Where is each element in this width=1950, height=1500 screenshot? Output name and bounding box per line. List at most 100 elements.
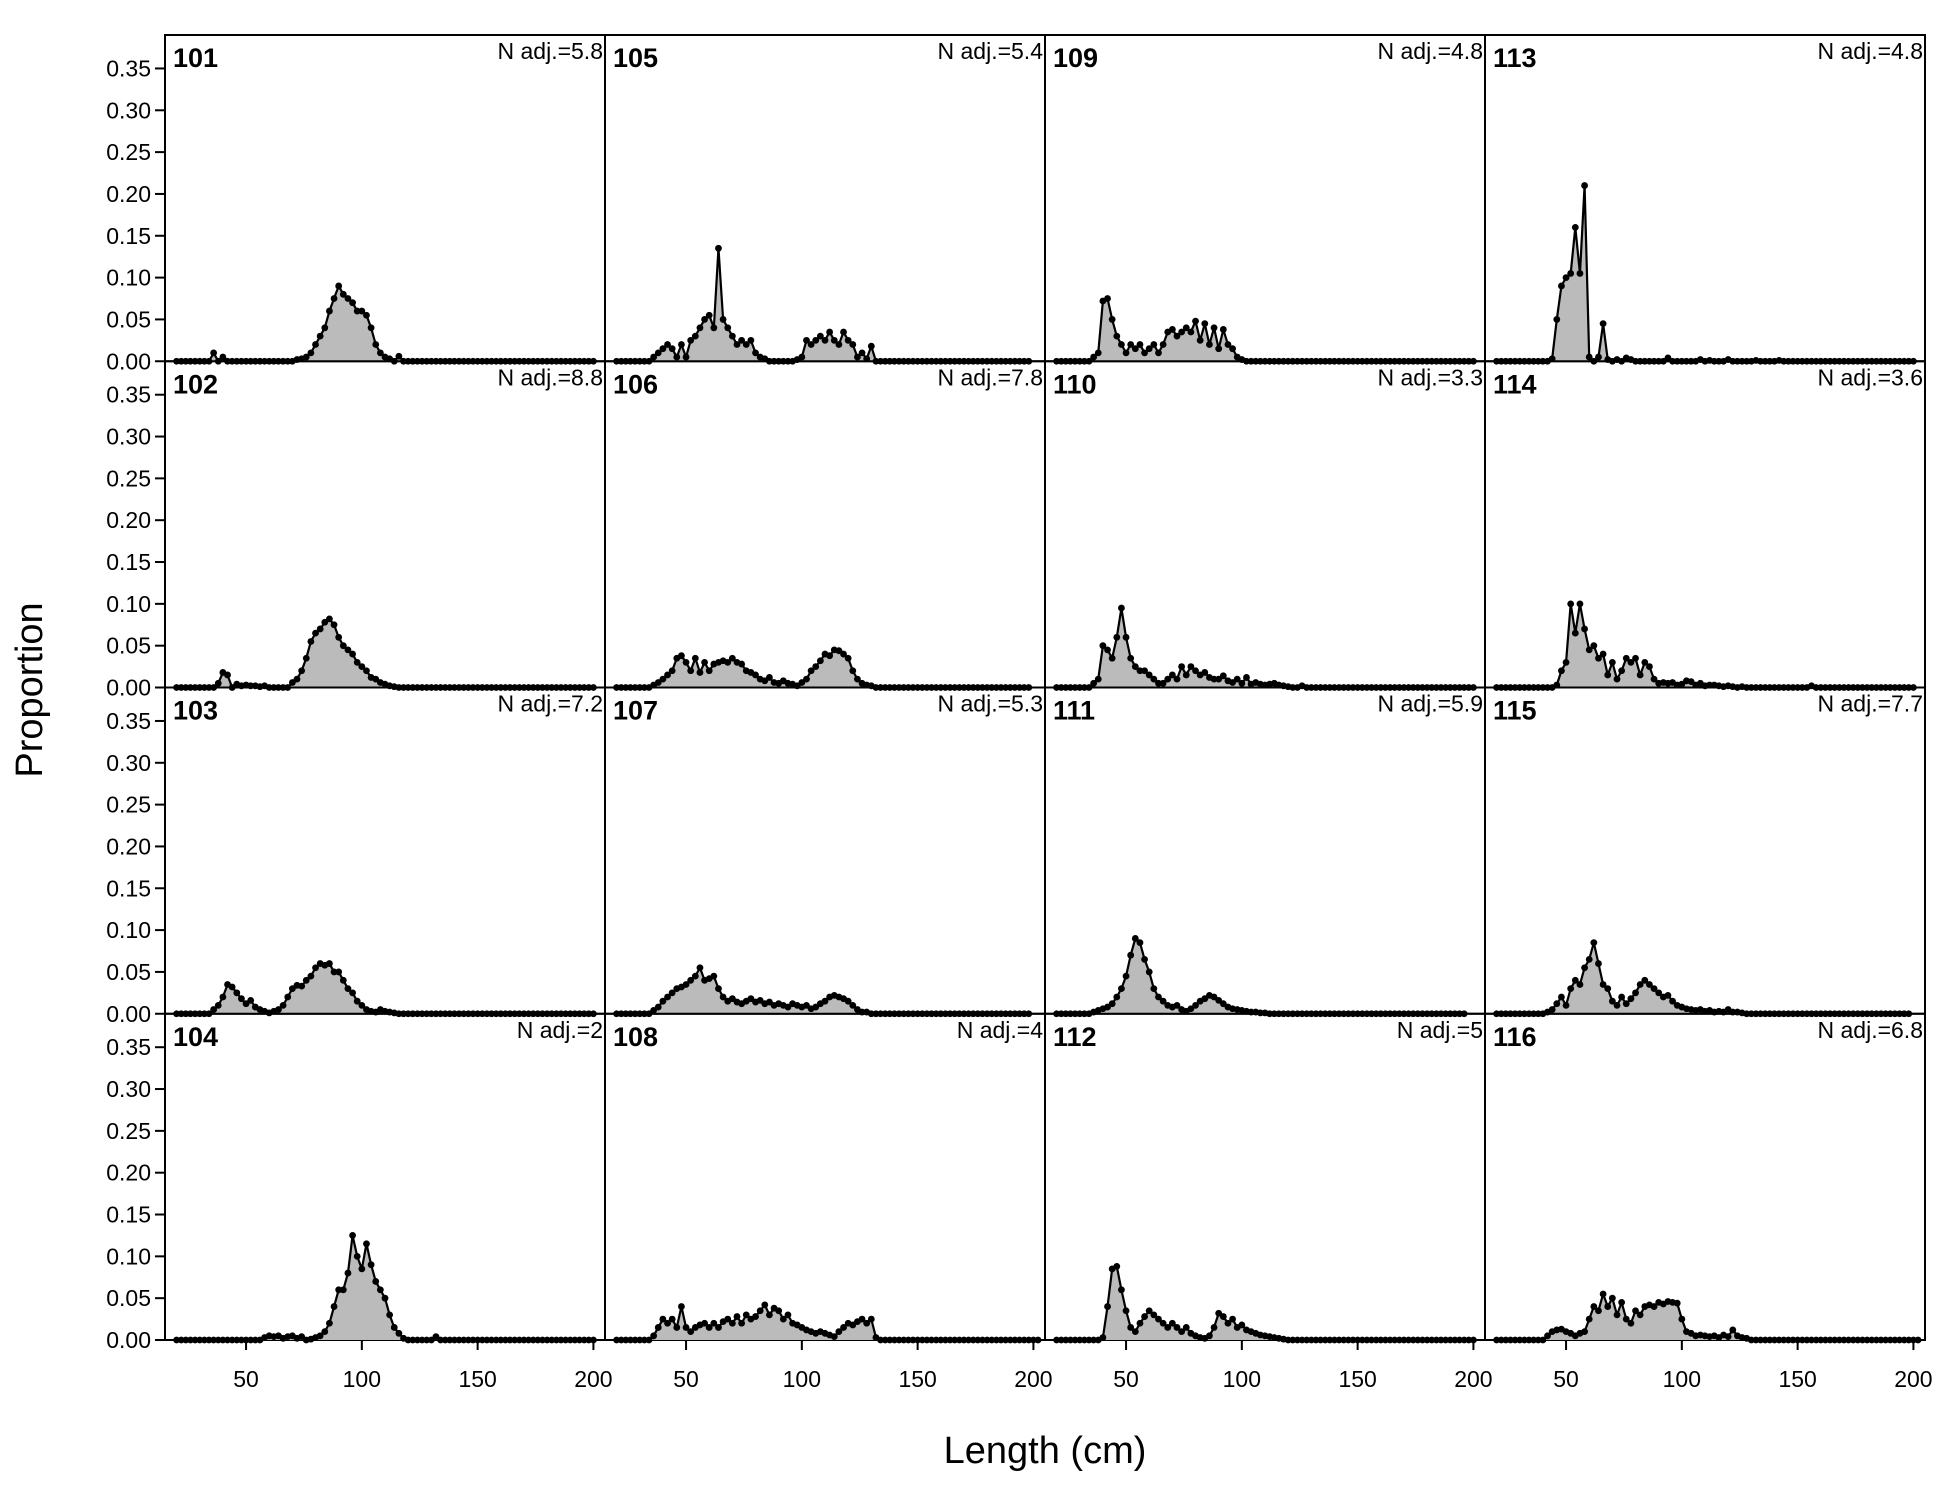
data-point bbox=[349, 1232, 356, 1239]
distribution-area bbox=[176, 1235, 594, 1340]
data-point bbox=[1118, 1286, 1125, 1294]
data-point bbox=[1613, 1311, 1621, 1319]
panel-frame bbox=[164, 34, 606, 363]
data-point bbox=[312, 629, 319, 637]
y-tick-label: 0.10 bbox=[106, 265, 151, 291]
data-point bbox=[1094, 675, 1102, 683]
data-point bbox=[719, 993, 727, 1001]
x-tick-label: 50 bbox=[233, 1366, 259, 1392]
y-tick-label: 0.25 bbox=[106, 465, 151, 491]
data-point bbox=[1034, 1336, 1042, 1344]
y-tick-label: 0.35 bbox=[106, 55, 151, 81]
distribution-area bbox=[176, 963, 594, 1014]
data-point bbox=[807, 667, 815, 675]
data-point bbox=[691, 972, 699, 980]
panel-id-label: 101 bbox=[173, 43, 218, 73]
data-point bbox=[1164, 675, 1172, 683]
data-point bbox=[219, 353, 227, 361]
panel-id-label: 105 bbox=[613, 43, 658, 73]
panel-id-label: 112 bbox=[1053, 1022, 1097, 1052]
data-point bbox=[687, 976, 695, 984]
data-point bbox=[742, 341, 750, 348]
data-point bbox=[1131, 345, 1139, 353]
data-point bbox=[840, 328, 847, 336]
panel-id-label: 110 bbox=[1053, 369, 1097, 399]
data-point bbox=[339, 1286, 347, 1294]
data-point bbox=[696, 964, 704, 972]
distribution-line bbox=[1496, 602, 1914, 689]
n-adj-label: N adj.=2 bbox=[517, 1017, 603, 1043]
panel-115: 115 N adj.=7.7 bbox=[1484, 686, 1926, 1018]
data-point bbox=[1192, 1001, 1199, 1009]
data-point bbox=[752, 1313, 759, 1320]
data-point bbox=[678, 652, 685, 660]
data-point bbox=[1219, 326, 1227, 333]
data-point bbox=[1622, 1315, 1630, 1323]
data-point bbox=[344, 985, 352, 993]
x-tick-label: 100 bbox=[1223, 1366, 1261, 1392]
n-adj-label: N adj.=7.7 bbox=[1818, 691, 1924, 717]
distribution-area bbox=[1056, 298, 1474, 362]
x-tick-label: 100 bbox=[343, 1366, 381, 1392]
data-point bbox=[1206, 1332, 1213, 1340]
data-point bbox=[1562, 274, 1570, 281]
data-point bbox=[849, 1001, 857, 1009]
data-point bbox=[816, 657, 824, 665]
data-point bbox=[307, 972, 315, 980]
data-point bbox=[858, 1315, 866, 1323]
data-point bbox=[756, 1307, 764, 1315]
n-adj-label: N adj.=3.3 bbox=[1378, 364, 1484, 390]
data-point bbox=[279, 1001, 287, 1009]
x-tick-label: 150 bbox=[1778, 1366, 1816, 1392]
data-point bbox=[752, 671, 759, 679]
data-point bbox=[752, 349, 759, 357]
data-point bbox=[376, 1286, 384, 1294]
panel-id-label: 104 bbox=[173, 1022, 218, 1052]
data-point bbox=[678, 1303, 685, 1310]
data-point bbox=[307, 349, 315, 357]
data-point bbox=[381, 1294, 389, 1302]
x-tick-label: 100 bbox=[1663, 1366, 1701, 1392]
data-point bbox=[668, 667, 676, 675]
data-point bbox=[1632, 1307, 1639, 1315]
data-point bbox=[1108, 654, 1116, 662]
data-point bbox=[701, 1319, 708, 1327]
data-point bbox=[1585, 955, 1593, 963]
data-point bbox=[867, 342, 875, 350]
data-point bbox=[321, 1328, 329, 1336]
data-point bbox=[1201, 320, 1209, 328]
data-point bbox=[1595, 353, 1602, 361]
data-point bbox=[1127, 341, 1135, 348]
data-point bbox=[687, 1328, 695, 1336]
data-point bbox=[728, 332, 736, 340]
data-point bbox=[1622, 654, 1630, 662]
data-point bbox=[826, 328, 834, 336]
data-point bbox=[302, 976, 310, 984]
data-point bbox=[1173, 675, 1181, 683]
y-tick-label: 0.30 bbox=[106, 750, 151, 776]
panel-id-label: 107 bbox=[613, 696, 658, 726]
data-point bbox=[326, 960, 333, 967]
data-point bbox=[312, 964, 319, 972]
data-point bbox=[1150, 985, 1158, 993]
panel-103: 103 N adj.=7.2 0.00 0.05 0.10 0.15 0.20 0.25 0.3… bbox=[106, 686, 606, 1027]
data-point bbox=[724, 324, 732, 332]
n-adj-label: N adj.=4 bbox=[957, 1017, 1044, 1043]
n-adj-label: N adj.=7.2 bbox=[498, 691, 604, 717]
data-point bbox=[210, 349, 218, 357]
data-point bbox=[1127, 1324, 1135, 1331]
data-point bbox=[1636, 1311, 1644, 1319]
data-point bbox=[358, 663, 366, 670]
y-tick-label: 0.20 bbox=[106, 833, 151, 859]
data-point bbox=[1150, 1311, 1158, 1319]
y-tick-label: 0.20 bbox=[106, 181, 151, 207]
panel-id-label: 111 bbox=[1053, 696, 1095, 726]
data-point bbox=[728, 654, 736, 662]
data-point bbox=[812, 663, 820, 670]
data-point bbox=[1164, 1324, 1172, 1331]
data-point bbox=[247, 996, 255, 1004]
data-point bbox=[1553, 1000, 1561, 1008]
panel-frame bbox=[1484, 34, 1926, 363]
y-tick-label: 0.00 bbox=[106, 1001, 151, 1027]
data-point bbox=[1224, 1319, 1232, 1327]
